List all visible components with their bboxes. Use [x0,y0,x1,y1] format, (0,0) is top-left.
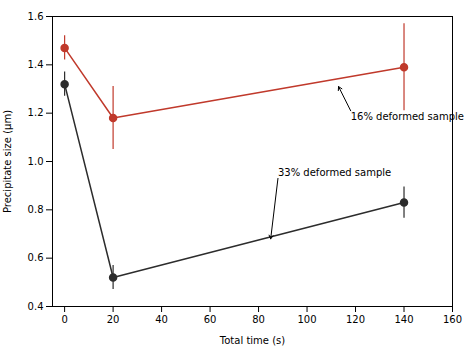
svg-text:160: 160 [443,314,462,325]
svg-text:60: 60 [204,314,217,325]
svg-text:1.0: 1.0 [28,156,44,167]
svg-text:0.4: 0.4 [28,301,44,312]
svg-text:1.2: 1.2 [28,107,44,118]
svg-text:0: 0 [61,314,67,325]
svg-text:33% deformed sample: 33% deformed sample [278,167,391,178]
svg-text:1.6: 1.6 [28,11,44,22]
svg-text:140: 140 [394,314,413,325]
svg-text:20: 20 [107,314,120,325]
svg-text:0.6: 0.6 [28,252,44,263]
svg-text:Total time (s): Total time (s) [219,335,285,346]
svg-text:Precipitate size (μm): Precipitate size (μm) [2,110,13,213]
svg-text:1.4: 1.4 [28,59,44,70]
svg-text:40: 40 [155,314,168,325]
svg-text:16% deformed sample: 16% deformed sample [351,111,464,122]
svg-text:0.8: 0.8 [28,204,44,215]
svg-text:100: 100 [297,314,316,325]
svg-text:80: 80 [252,314,265,325]
svg-text:120: 120 [346,314,365,325]
